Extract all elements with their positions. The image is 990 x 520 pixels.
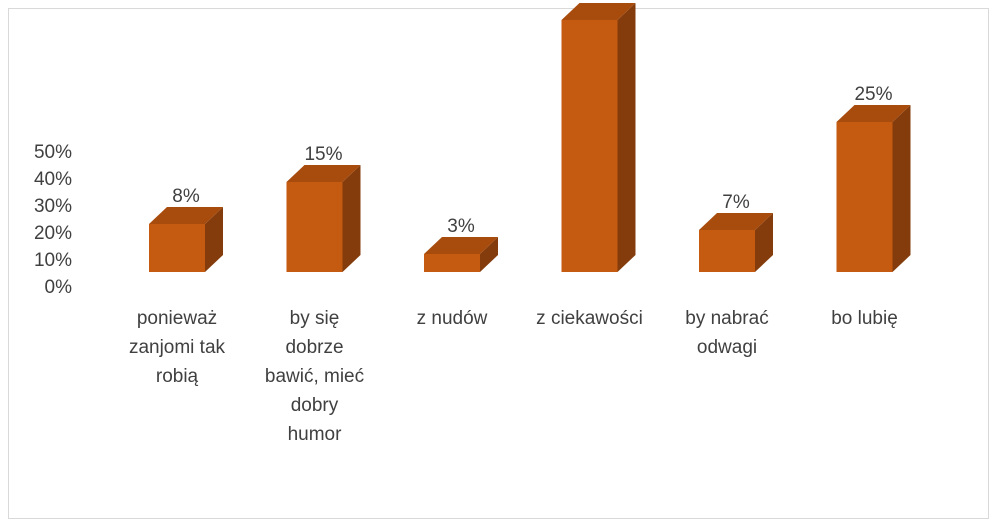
category-label: z nudów <box>417 308 488 329</box>
data-label: 7% <box>722 192 750 213</box>
bar <box>149 207 223 272</box>
category-label-line: bawić, mieć <box>265 366 364 387</box>
bar-top-face <box>836 105 911 122</box>
y-tick-label: 30% <box>34 196 72 217</box>
y-axis: 0% 10% 20% 30% 40% 50% <box>34 142 72 298</box>
bar <box>286 165 361 272</box>
category-label-line: robią <box>156 366 199 387</box>
bars <box>149 3 911 272</box>
category-labels: ponieważ zanjomi tak robią by się dobrze bawi… <box>129 308 898 445</box>
data-label: 3% <box>447 216 475 237</box>
category-label: z ciekawości <box>536 308 643 329</box>
bar-top-face <box>699 213 773 230</box>
bar <box>699 213 773 272</box>
bar-side-face <box>617 3 636 272</box>
category-label-line: bo lubię <box>831 308 898 329</box>
category-label-line: z nudów <box>417 308 488 329</box>
bar <box>424 237 498 272</box>
category-label-line: z ciekawości <box>536 308 643 329</box>
bar-side-face <box>480 237 498 272</box>
y-tick-label: 40% <box>34 169 72 190</box>
bar-front-face <box>699 230 755 272</box>
category-label-line: by się <box>290 308 340 329</box>
category-label-line: ponieważ <box>137 308 217 329</box>
bar-front-face <box>149 224 205 272</box>
data-labels: 8% 15% 3% 42% 7% 25% <box>172 0 892 237</box>
category-label-line: humor <box>288 424 343 445</box>
bar-front-face <box>424 254 480 272</box>
bar-side-face <box>205 207 223 272</box>
bar <box>561 3 636 272</box>
bar-front-face <box>561 20 618 272</box>
bar-top-face <box>561 3 636 20</box>
y-tick-label: 10% <box>34 250 72 271</box>
category-label: by się dobrze bawić, mieć dobry humor <box>265 308 364 445</box>
category-label: bo lubię <box>831 308 898 329</box>
bar-top-face <box>424 237 498 254</box>
category-label-line: dobrze <box>285 337 343 358</box>
bar <box>836 105 911 272</box>
y-tick-label: 50% <box>34 142 72 163</box>
category-label: by nabrać odwagi <box>685 308 768 358</box>
data-label: 8% <box>172 186 200 207</box>
y-tick-label: 0% <box>45 277 73 298</box>
bar-side-face <box>755 213 773 272</box>
data-label: 15% <box>304 144 342 165</box>
category-label-line: by nabrać <box>685 308 768 329</box>
data-label: 42% <box>579 0 617 3</box>
bar-top-face <box>149 207 223 224</box>
bar-front-face <box>836 122 893 272</box>
category-label-line: odwagi <box>697 337 757 358</box>
bar-top-face <box>286 165 361 182</box>
data-label: 25% <box>854 84 892 105</box>
category-label: ponieważ zanjomi tak robią <box>129 308 226 387</box>
bar-side-face <box>892 105 911 272</box>
category-label-line: dobry <box>291 395 339 416</box>
category-label-line: zanjomi tak <box>129 337 226 358</box>
y-tick-label: 20% <box>34 223 72 244</box>
bar-front-face <box>286 182 343 272</box>
bar-side-face <box>342 165 361 272</box>
